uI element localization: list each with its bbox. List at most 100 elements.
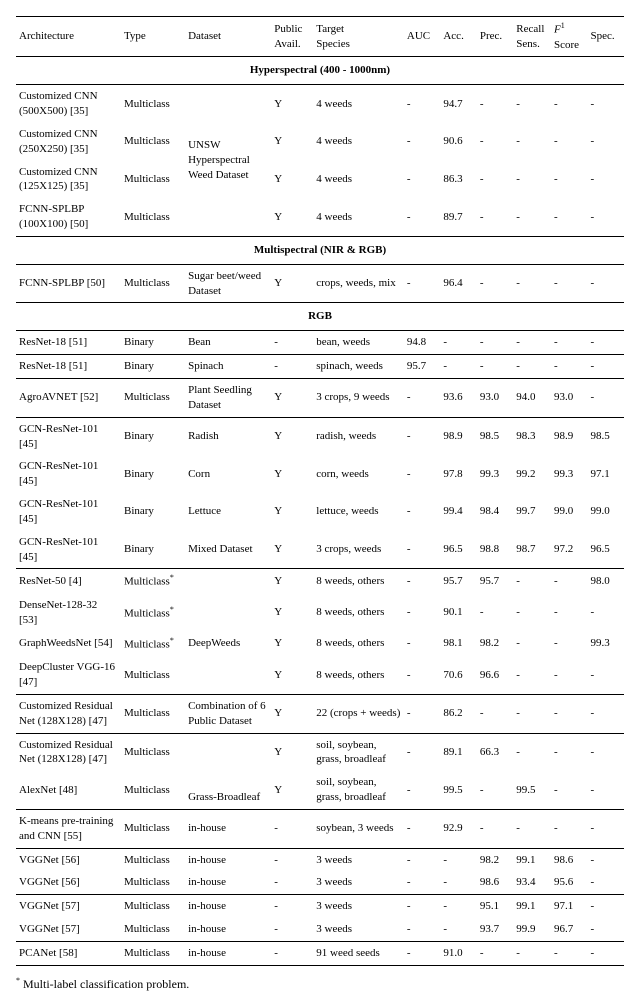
cell-type: Multiclass* (121, 569, 185, 594)
cell-recall: - (513, 331, 551, 355)
cell-target: 3 weeds (313, 848, 404, 871)
cell-spec: - (587, 771, 624, 809)
cell-avail: Y (271, 771, 313, 809)
cell-acc: - (440, 895, 476, 918)
cell-avail: - (271, 355, 313, 379)
cell-target: 22 (crops + weeds) (313, 694, 404, 733)
cell-dataset: Combination of 6 Public Dataset (185, 694, 271, 733)
cell-prec: - (477, 123, 513, 161)
cell-recall: - (513, 694, 551, 733)
table-row: GCN-ResNet-101 [45]BinaryMixed DatasetY3… (16, 531, 624, 569)
cell-acc: 91.0 (440, 941, 476, 965)
cell-auc: - (404, 871, 440, 894)
cell-recall: 99.1 (513, 895, 551, 918)
table-row: Customized CNN (125X125) [35]MulticlassY… (16, 161, 624, 199)
cell-type: Multiclass (121, 918, 185, 941)
cell-acc: 96.5 (440, 531, 476, 569)
cell-recall: - (513, 809, 551, 848)
cell-avail: Y (271, 85, 313, 123)
cell-f1: - (551, 809, 587, 848)
cell-auc: - (404, 694, 440, 733)
cell-avail: Y (271, 455, 313, 493)
cell-acc: 96.4 (440, 264, 476, 303)
cell-prec: 66.3 (477, 733, 513, 771)
table-row: FCNN-SPLBP [50]MulticlassSugar beet/weed… (16, 264, 624, 303)
table-row: GraphWeedsNet [54]Multiclass*DeepWeedsY8… (16, 632, 624, 657)
cell-f1: - (551, 632, 587, 657)
hdr-avail: PublicAvail. (271, 17, 313, 57)
cell-type: Binary (121, 355, 185, 379)
cell-dataset: in-house (185, 918, 271, 941)
cell-dataset (185, 85, 271, 123)
cell-spec: - (587, 733, 624, 771)
cell-arch: DenseNet-128-32 [53] (16, 594, 121, 632)
cell-arch: Customized Residual Net (128X128) [47] (16, 733, 121, 771)
cell-spec: - (587, 198, 624, 236)
cell-prec: - (477, 264, 513, 303)
cell-recall: - (513, 569, 551, 594)
cell-prec: 98.8 (477, 531, 513, 569)
cell-arch: FCNN-SPLBP (100X100) [50] (16, 198, 121, 236)
cell-spec: - (587, 941, 624, 965)
cell-spec: - (587, 895, 624, 918)
cell-recall: - (513, 123, 551, 161)
cell-arch: VGGNet [57] (16, 918, 121, 941)
cell-dataset (185, 656, 271, 694)
hdr-f1: F1Score (551, 17, 587, 57)
cell-acc: 98.1 (440, 632, 476, 657)
cell-spec: - (587, 264, 624, 303)
cell-target: 4 weeds (313, 198, 404, 236)
cell-acc: 86.2 (440, 694, 476, 733)
cell-auc: - (404, 264, 440, 303)
cell-type: Multiclass* (121, 594, 185, 632)
cell-f1: - (551, 771, 587, 809)
cell-recall: 99.2 (513, 455, 551, 493)
section-title: Multispectral (NIR & RGB) (16, 236, 624, 264)
cell-target: 91 weed seeds (313, 941, 404, 965)
cell-prec: 98.4 (477, 493, 513, 531)
hdr-prec: Prec. (477, 17, 513, 57)
cell-dataset: Grass-Broadleaf (185, 733, 271, 809)
cell-f1: 99.3 (551, 455, 587, 493)
cell-arch: ResNet-18 [51] (16, 355, 121, 379)
cell-auc: - (404, 809, 440, 848)
section-title: RGB (16, 303, 624, 331)
cell-dataset: UNSWHyperspectralWeed Dataset (185, 123, 271, 198)
cell-spec: - (587, 594, 624, 632)
cell-target: 3 weeds (313, 918, 404, 941)
cell-type: Binary (121, 331, 185, 355)
table-row: VGGNet [56]Multiclassin-house-3 weeds--9… (16, 848, 624, 871)
cell-acc: - (440, 918, 476, 941)
results-table: Architecture Type Dataset PublicAvail. T… (16, 16, 624, 966)
cell-arch: GCN-ResNet-101 [45] (16, 531, 121, 569)
cell-dataset: Lettuce (185, 493, 271, 531)
cell-acc: 95.7 (440, 569, 476, 594)
cell-auc: - (404, 895, 440, 918)
cell-recall: 93.4 (513, 871, 551, 894)
cell-arch: VGGNet [56] (16, 871, 121, 894)
cell-f1: - (551, 355, 587, 379)
table-row: ResNet-50 [4]Multiclass*Y8 weeds, others… (16, 569, 624, 594)
cell-f1: 97.1 (551, 895, 587, 918)
cell-spec: 98.0 (587, 569, 624, 594)
cell-f1: 99.0 (551, 493, 587, 531)
cell-acc: 97.8 (440, 455, 476, 493)
cell-avail: Y (271, 379, 313, 418)
cell-type: Multiclass (121, 771, 185, 809)
table-row: ResNet-18 [51]BinaryBean-bean, weeds94.8… (16, 331, 624, 355)
cell-target: corn, weeds (313, 455, 404, 493)
cell-recall: - (513, 161, 551, 199)
cell-f1: - (551, 594, 587, 632)
table-row: Customized CNN (250X250) [35]MulticlassU… (16, 123, 624, 161)
cell-prec: - (477, 161, 513, 199)
cell-avail: - (271, 331, 313, 355)
cell-auc: - (404, 198, 440, 236)
cell-acc: 93.6 (440, 379, 476, 418)
cell-recall: 98.3 (513, 417, 551, 455)
cell-dataset: Bean (185, 331, 271, 355)
cell-spec: - (587, 848, 624, 871)
cell-recall: - (513, 198, 551, 236)
cell-type: Multiclass (121, 198, 185, 236)
cell-type: Multiclass (121, 656, 185, 694)
cell-acc: 89.1 (440, 733, 476, 771)
